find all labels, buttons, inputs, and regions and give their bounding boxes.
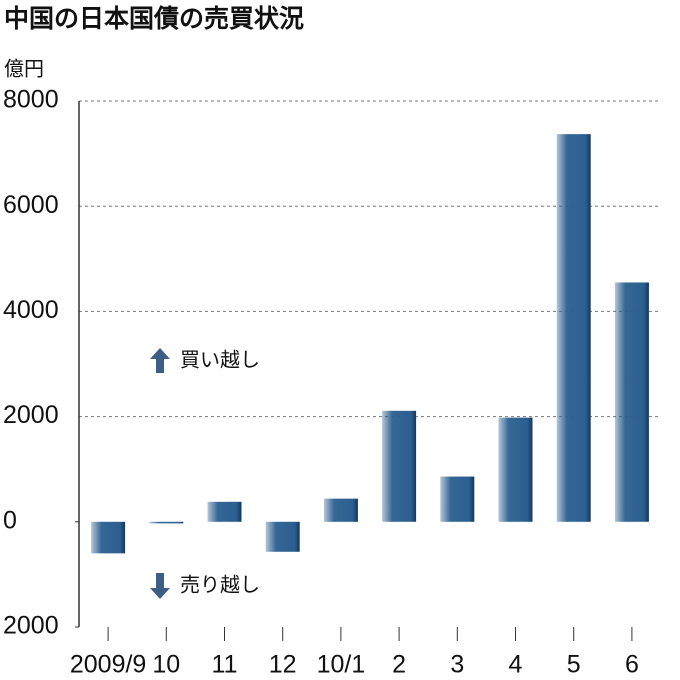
x-tick-label: 5 [567,651,581,679]
up-arrow [150,348,170,373]
y-tick-label: 4000 [3,296,59,324]
bar [614,282,649,522]
bar [265,521,300,552]
x-tick-label: 10/1 [317,651,366,679]
annotation: 売り越し [180,573,260,597]
x-tick-label: 3 [450,651,464,679]
bar [498,417,533,522]
y-tick-label: 6000 [3,191,59,219]
x-tick-label: 11 [212,651,238,679]
bar [556,134,591,522]
bar [440,476,475,522]
annotation: 買い越し [180,348,260,372]
y-tick-label: 2000 [3,612,59,640]
x-tick-label: 2 [392,651,406,679]
down-arrow [150,573,170,599]
bar [91,521,126,554]
bar [149,521,184,524]
bar [382,410,417,522]
x-tick-label: 12 [269,651,297,679]
x-tick-label: 6 [625,651,639,679]
chart-title: 中国の日本国債の売買状況 [4,4,304,33]
y-tick-label: 0 [3,506,17,534]
unit-label: 億円 [4,57,44,81]
x-tick-label: 4 [509,651,523,679]
x-tick-label: 2009/9 [70,651,146,679]
bar [207,501,242,522]
y-tick-label: 2000 [3,401,59,429]
y-tick-label: 8000 [3,86,59,114]
x-tick-label: 10 [152,651,180,679]
bar [323,498,358,522]
